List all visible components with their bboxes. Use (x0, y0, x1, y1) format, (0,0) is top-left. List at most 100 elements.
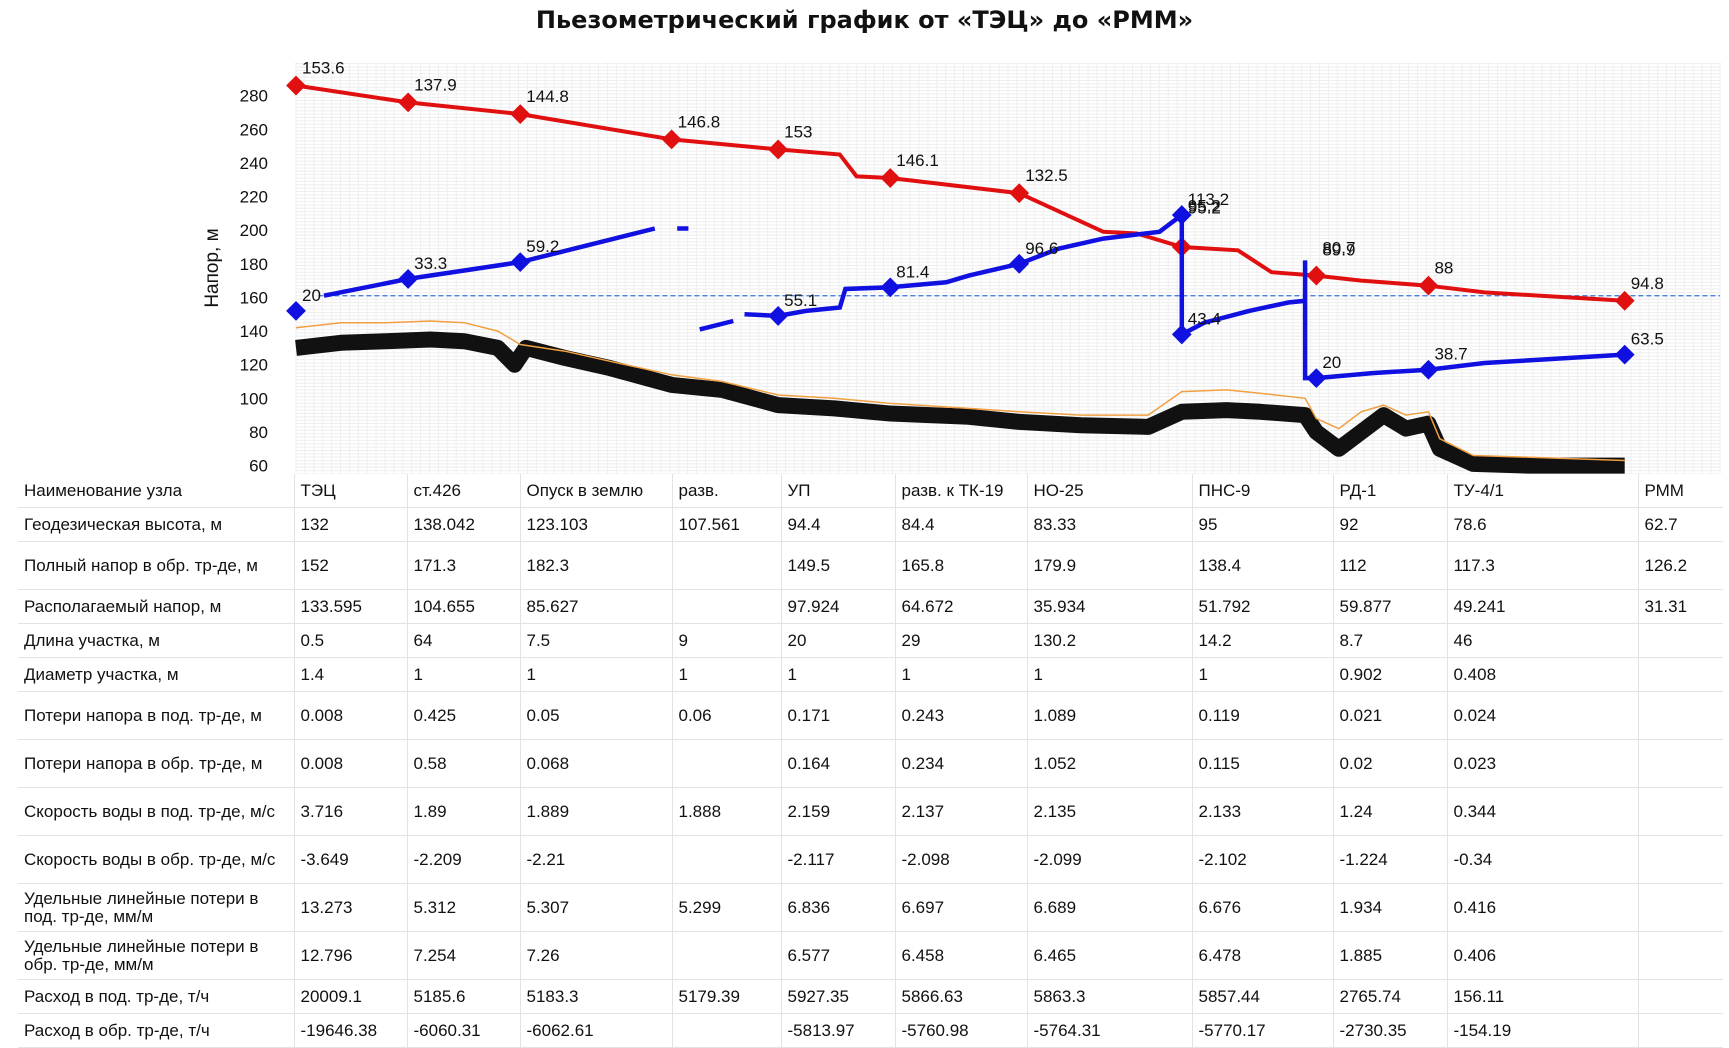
table-cell: 3.716 (293, 787, 407, 836)
table-cell: 0.02 (1332, 739, 1447, 788)
table-cell (1637, 979, 1723, 1014)
table-row: Расход в под. тр-де, т/ч 20009.1 5185.6 518… (18, 979, 1723, 1014)
table-cell: 2.133 (1191, 787, 1333, 836)
return-data-label: 38.7 (1434, 345, 1467, 364)
table-cell: ст.426 (406, 474, 520, 508)
table-cell: 5185.6 (406, 979, 520, 1014)
table-cell: 83.33 (1026, 507, 1192, 542)
table-cell: 59.877 (1332, 589, 1447, 624)
table-cell: 0.008 (293, 739, 407, 788)
table-row: Наименование узла ТЭЦ ст.426 Опуск в землю р… (18, 474, 1723, 508)
table-cell: 1.24 (1332, 787, 1447, 836)
y-axis-label: Напор, м (202, 228, 223, 307)
y-tick-label: 100 (240, 389, 268, 408)
table-cell: 49.241 (1446, 589, 1638, 624)
row-header: Наименование узла (18, 474, 294, 508)
table-cell: 2.137 (894, 787, 1027, 836)
table-cell: 9 (671, 623, 781, 658)
table-cell: 1 (1026, 657, 1192, 692)
table-cell: 51.792 (1191, 589, 1333, 624)
table-cell: 179.9 (1026, 541, 1192, 590)
table-cell: 171.3 (406, 541, 520, 590)
table-cell: 2.135 (1026, 787, 1192, 836)
table-cell: -6062.61 (519, 1013, 672, 1048)
table-cell: 31.31 (1637, 589, 1723, 624)
data-labels: 153.6 137.9 144.8 146.8 153 146.1 132.5 95.2 80.… (302, 59, 1664, 373)
return-data-label: 55.1 (784, 291, 817, 310)
table-cell: РД-1 (1332, 474, 1447, 508)
table-cell: 0.008 (293, 691, 407, 740)
table-cell: 130.2 (1026, 623, 1192, 658)
supply-data-label: 95.2 (1188, 196, 1221, 215)
supply-data-label: 153 (784, 122, 812, 141)
table-cell: -2.102 (1191, 835, 1333, 884)
y-tick-label: 140 (240, 322, 268, 341)
row-header: Расход в обр. тр-де, т/ч (18, 1013, 294, 1048)
supply-data-label: 146.8 (678, 112, 721, 131)
table-cell: 132 (293, 507, 407, 542)
table-cell: 0.068 (519, 739, 672, 788)
table-cell: 112 (1332, 541, 1447, 590)
table-cell: 0.024 (1446, 691, 1638, 740)
table-cell: -5764.31 (1026, 1013, 1192, 1048)
table-cell: 0.234 (894, 739, 1027, 788)
return-data-label: 63.5 (1631, 330, 1664, 349)
table-cell: 5179.39 (671, 979, 781, 1014)
table-cell: 1.4 (293, 657, 407, 692)
table-cell: 0.344 (1446, 787, 1638, 836)
return-marker (1614, 344, 1635, 365)
table-cell: 1 (780, 657, 895, 692)
return-line (699, 318, 734, 332)
chart-plot: 60 80 100 120 140 160 180 200 220 240 260 280 Напор,… (202, 59, 1721, 474)
table-cell: 7.5 (519, 623, 672, 658)
y-tick-label: 120 (240, 356, 268, 375)
return-marker (1009, 253, 1030, 274)
table-cell (671, 739, 781, 788)
row-header: Диаметр участка, м (18, 657, 294, 692)
table-cell: 5.299 (671, 883, 781, 932)
table-cell (671, 931, 781, 980)
table-cell: 1.089 (1026, 691, 1192, 740)
table-cell: 0.05 (519, 691, 672, 740)
return-marker (1418, 359, 1439, 380)
supply-data-label: 88 (1434, 259, 1453, 278)
table-cell: 64.672 (894, 589, 1027, 624)
supply-data-label: 153.6 (302, 59, 345, 78)
terrain-layer (295, 320, 1625, 474)
table-cell (671, 1013, 781, 1048)
table-cell: 6.478 (1191, 931, 1333, 980)
table-cell: 0.406 (1446, 931, 1638, 980)
row-header: Длина участка, м (18, 623, 294, 658)
return-marker (880, 277, 901, 298)
table-cell: -5770.17 (1191, 1013, 1333, 1048)
table-cell: 64 (406, 623, 520, 658)
table-cell: ПНС-9 (1191, 474, 1333, 508)
return-marker (1171, 205, 1192, 225)
table-cell: 85.627 (519, 589, 672, 624)
table-cell: 1.934 (1332, 883, 1447, 932)
table-row: Длина участка, м 0.5 64 7.5 9 20 29 130.2 14.2 8.… (18, 623, 1723, 658)
table-row: Геодезическая высота, м 132 138.042 123.103… (18, 507, 1723, 542)
return-data-label: 89.9 (1322, 240, 1355, 259)
supply-marker (1306, 265, 1327, 286)
table-cell: -2730.35 (1332, 1013, 1447, 1048)
table-cell: 2.159 (780, 787, 895, 836)
table-cell: 35.934 (1026, 589, 1192, 624)
table-cell: 7.26 (519, 931, 672, 980)
return-marker (286, 300, 306, 321)
table-cell: 94.4 (780, 507, 895, 542)
table-cell: 1.885 (1332, 931, 1447, 980)
table-cell: разв. к ТК-19 (894, 474, 1027, 508)
table-cell: 1 (406, 657, 520, 692)
return-marker (510, 252, 531, 273)
table-cell: 6.676 (1191, 883, 1333, 932)
y-tick-label: 240 (240, 154, 268, 173)
return-data-label: 81.4 (896, 262, 929, 281)
return-marker (1306, 368, 1327, 389)
table-cell: 6.689 (1026, 883, 1192, 932)
table-cell: 20009.1 (293, 979, 407, 1014)
table-cell: 0.425 (406, 691, 520, 740)
table-cell: 6.458 (894, 931, 1027, 980)
supply-data-label: 80.7 (1322, 238, 1355, 257)
row-header: Расход в под. тр-де, т/ч (18, 979, 294, 1014)
